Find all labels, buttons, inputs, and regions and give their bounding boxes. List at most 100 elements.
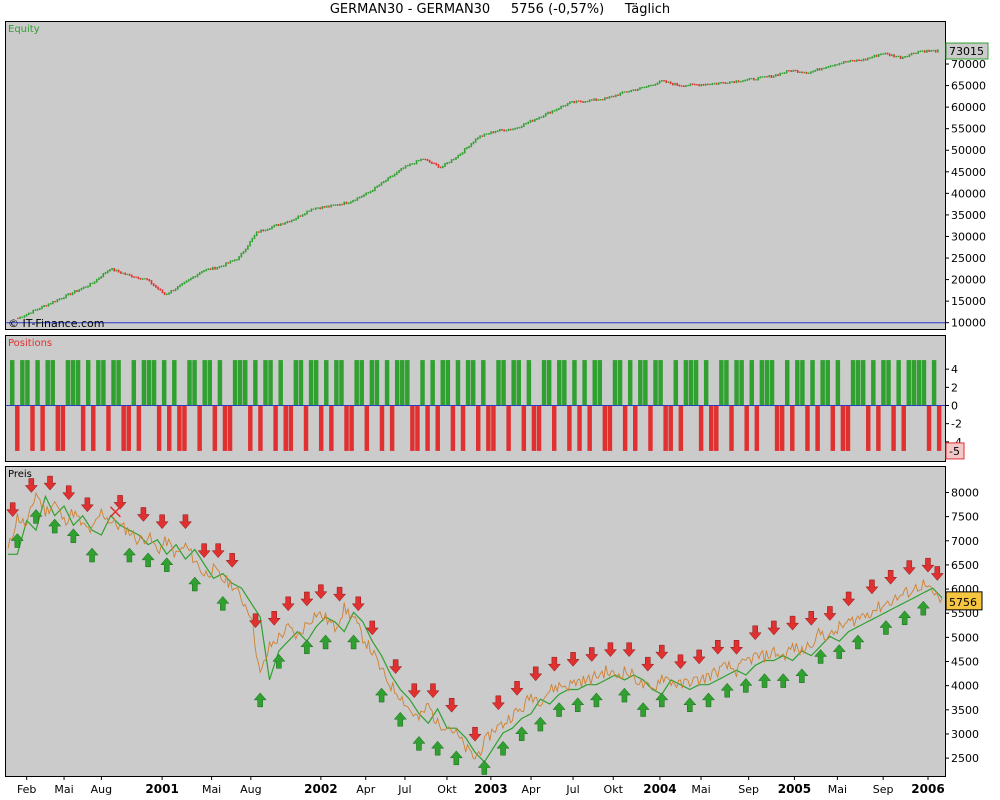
position-bar [30,405,35,451]
position-bar [481,360,486,406]
x-tick-label: 2001 [145,782,178,796]
x-tick-label: Aug [91,783,112,796]
position-bar [764,360,770,406]
positions-last-box [945,442,965,460]
position-bar [425,405,430,451]
position-bar [698,405,704,451]
position-bar [643,360,648,406]
short-signal-arrow [566,652,580,667]
position-bar [440,360,446,406]
position-bar [749,360,754,406]
short-signal-arrow [267,611,281,626]
long-signal-arrow [48,518,62,534]
x-tick-label: Sep [738,783,759,796]
position-bar [901,405,906,451]
long-signal-arrow [515,726,529,741]
long-signal-arrow [188,576,202,592]
position-bar [871,360,876,406]
positions-bars [10,360,942,451]
position-bar [212,405,218,451]
position-bar [344,405,349,451]
short-signal-arrow [529,666,543,682]
position-bar [744,405,749,451]
position-bar [65,360,71,406]
long-signal-arrow [66,528,80,543]
x-tick-label: Feb [17,783,36,796]
long-signal-arrow [29,509,43,524]
position-bar [607,405,613,451]
equity-tick-label: 40000 [951,187,986,200]
position-bar [465,360,471,406]
position-bar [536,405,542,451]
position-bar [769,360,775,406]
position-bar [405,360,410,406]
equity-tick-label: 35000 [951,209,986,222]
position-bar [334,360,339,406]
position-bar [303,405,309,451]
short-signal-arrow [80,497,94,513]
position-bar [50,360,55,406]
position-bar [369,360,375,406]
long-signal-arrow [879,620,893,635]
position-bar [896,360,901,406]
position-bar [673,360,679,406]
position-bar [709,405,714,451]
short-signal-arrow [930,566,944,581]
x-tick-label: 2006 [911,782,944,796]
position-bar [298,360,304,406]
long-signal-arrow [141,552,155,568]
position-bar [151,360,157,406]
position-bar [724,360,729,406]
long-signal-arrow [720,682,734,698]
position-bar [562,360,567,406]
position-bar [420,360,425,406]
equity-tick-label: 10000 [951,317,986,330]
position-bar [70,360,76,406]
position-bar [354,360,359,406]
position-bar [324,360,329,406]
position-bar [790,405,795,451]
equity-tick-label: 25000 [951,252,986,265]
position-bar [815,405,820,451]
short-signal-arrow [729,640,744,655]
x-tick-label: Aug [240,783,261,796]
x-tick-label: Sep [873,783,894,796]
position-bar [359,360,364,406]
position-bar [531,405,537,451]
long-signal-arrow [412,735,426,751]
position-bar [860,360,866,406]
x-tick-label: Jul [565,783,579,796]
short-signal-arrow [6,502,20,518]
long-signal-arrow [477,760,491,775]
position-bar [389,405,395,451]
price-last-box [945,591,983,611]
short-signal-arrow [445,697,459,713]
position-bar [683,360,689,406]
position-bar [131,360,137,406]
position-bar [850,360,856,406]
price-tick-label: 8000 [951,486,979,499]
position-bar [25,360,30,406]
short-signal-arrow [510,681,524,696]
position-bar [784,360,790,406]
positions-y-ticks: 4 2 0 -2 -4 [945,363,962,449]
long-signal-arrow [757,673,772,688]
position-bar [415,405,420,451]
position-bar [126,405,131,451]
price-tick-label: 7000 [951,535,979,548]
long-signal-arrow [683,697,697,712]
position-bar [845,405,851,451]
position-bar [15,405,20,451]
position-bar [146,360,152,406]
equity-panel: Equity 10000 15000 20000 25000 30000 35000 400… [5,21,989,330]
position-bar [754,405,760,451]
short-signal-arrow [884,569,898,585]
position-bar [617,360,623,406]
short-signal-arrow [389,659,403,674]
position-bar [237,360,243,406]
short-signal-arrow [225,553,239,568]
position-bar [557,360,562,406]
short-signal-arrow [767,620,781,636]
position-bar [693,360,699,406]
short-signal-arrow [333,586,347,602]
